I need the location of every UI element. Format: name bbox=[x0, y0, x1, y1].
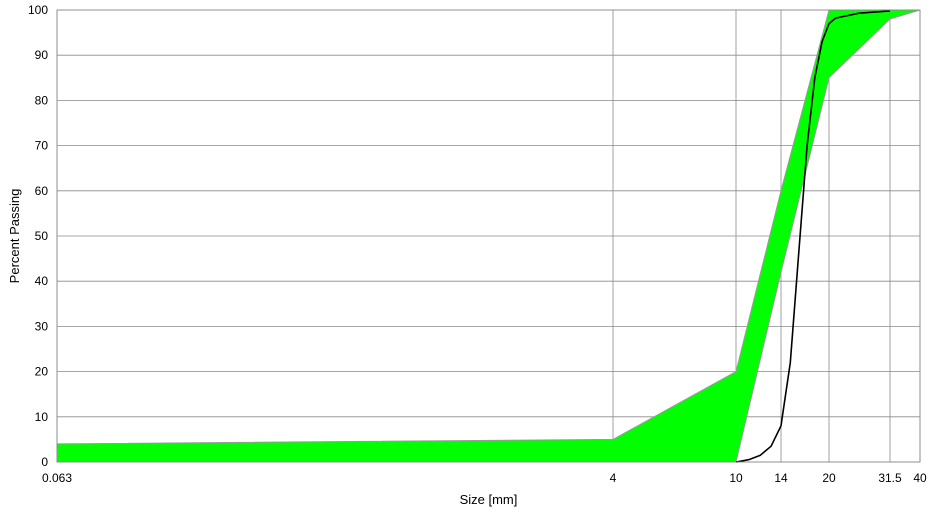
y-tick-label: 20 bbox=[35, 365, 49, 379]
x-tick-label: 4 bbox=[610, 471, 617, 485]
y-tick-label: 100 bbox=[28, 3, 48, 17]
y-tick-label: 80 bbox=[35, 93, 49, 107]
grid bbox=[56, 9, 921, 463]
grading-curve bbox=[735, 10, 891, 463]
x-tick-label: 0.063 bbox=[42, 471, 72, 485]
x-axis-title: Size [mm] bbox=[460, 492, 518, 507]
plot-frame bbox=[56, 9, 921, 463]
y-tick-label: 90 bbox=[35, 48, 49, 62]
x-tick-label: 10 bbox=[729, 471, 743, 485]
y-tick-label: 40 bbox=[35, 274, 49, 288]
x-tick-label: 31.5 bbox=[878, 471, 902, 485]
y-tick-label: 0 bbox=[41, 455, 48, 469]
y-axis-title: Percent Passing bbox=[7, 189, 22, 284]
y-tick-label: 30 bbox=[35, 319, 49, 333]
y-tick-label: 70 bbox=[35, 139, 49, 153]
y-tick-label: 60 bbox=[35, 184, 49, 198]
x-axis-ticks: 0.063 4 10 14 20 31.5 40 bbox=[42, 471, 927, 485]
y-tick-label: 10 bbox=[35, 410, 49, 424]
y-axis-ticks: 0 10 20 30 40 50 60 70 80 90 100 bbox=[28, 3, 48, 469]
y-tick-label: 50 bbox=[35, 229, 49, 243]
x-tick-label: 20 bbox=[822, 471, 836, 485]
x-tick-label: 14 bbox=[774, 471, 788, 485]
series-layer bbox=[735, 10, 891, 463]
x-tick-label: 40 bbox=[913, 471, 927, 485]
